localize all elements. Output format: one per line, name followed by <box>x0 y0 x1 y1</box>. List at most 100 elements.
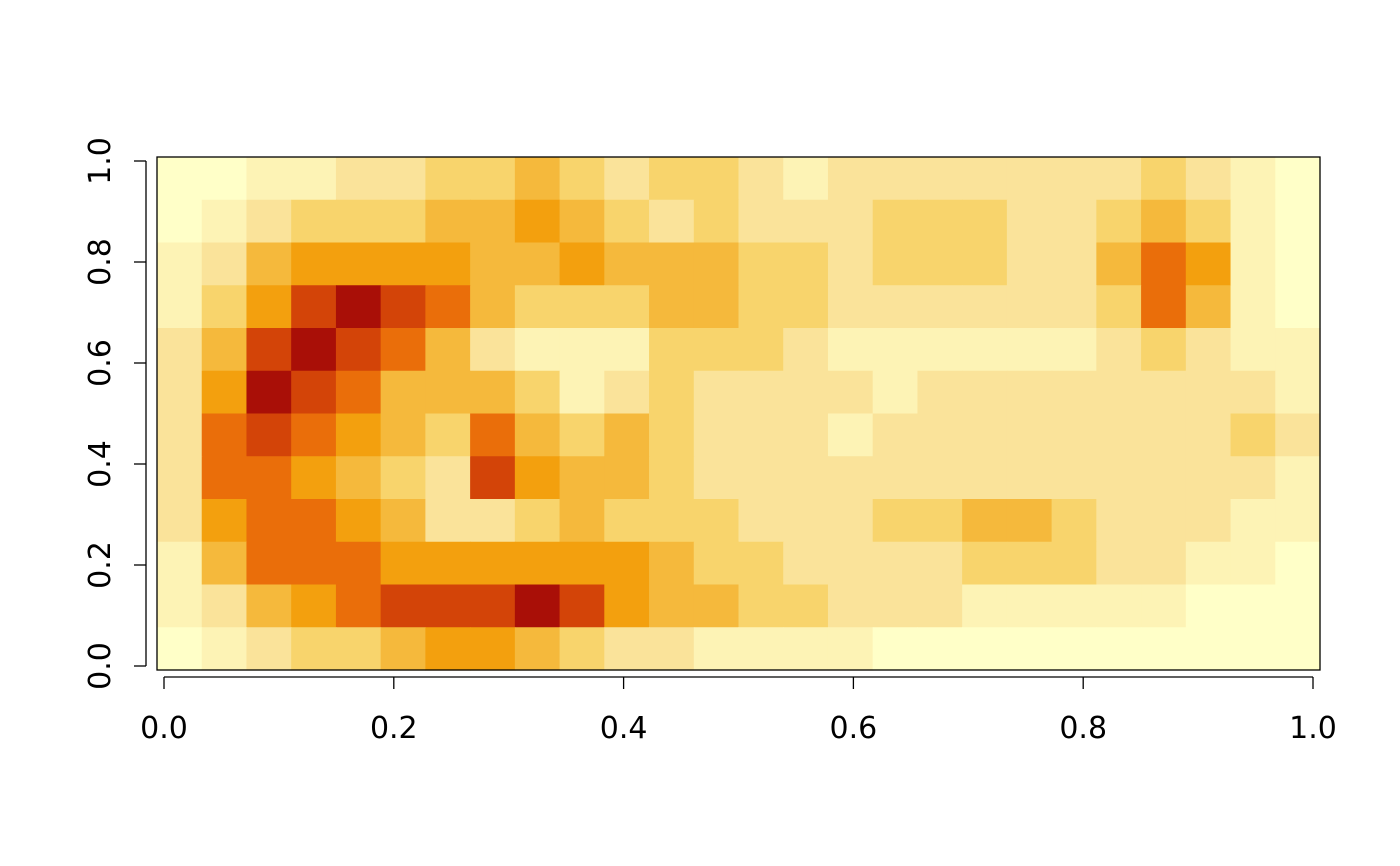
heatmap-cell <box>1141 370 1187 415</box>
heatmap-cell <box>559 541 605 586</box>
heatmap-cell <box>1006 370 1053 415</box>
heatmap-cell <box>1141 413 1187 457</box>
heatmap-cell <box>1096 370 1142 415</box>
heatmap-cell <box>917 199 963 244</box>
heatmap-cell <box>649 370 695 415</box>
heatmap-cell <box>1096 541 1142 586</box>
heatmap-cell <box>559 157 605 201</box>
heatmap-cell <box>380 242 426 286</box>
heatmap-cell <box>649 627 695 671</box>
heatmap-cell <box>380 456 426 500</box>
heatmap-cell <box>1051 584 1097 628</box>
heatmap-cell <box>783 199 829 244</box>
heatmap-cell <box>1006 328 1053 372</box>
heatmap-cell <box>783 328 829 372</box>
heatmap-cell <box>1230 242 1276 286</box>
plot-border <box>156 156 1321 671</box>
heatmap-cell <box>783 285 829 329</box>
heatmap-cell <box>1275 328 1321 372</box>
heatmap-cell <box>514 328 561 372</box>
heatmap-cell <box>827 285 874 329</box>
heatmap-cell <box>335 456 382 500</box>
heatmap-cell <box>380 627 426 671</box>
heatmap-cell <box>1051 413 1097 457</box>
heatmap-cell <box>514 242 561 286</box>
heatmap-cell <box>783 541 829 586</box>
heatmap-cell <box>738 541 784 586</box>
heatmap-cell <box>470 242 516 286</box>
heatmap-cell <box>1051 627 1097 671</box>
heatmap-cell <box>1141 499 1187 543</box>
heatmap-cell <box>649 242 695 286</box>
heatmap-cell <box>380 584 426 628</box>
heatmap-cell <box>1275 584 1321 628</box>
heatmap-cell <box>1096 199 1142 244</box>
heatmap-cell <box>335 328 382 372</box>
heatmap-cell <box>827 328 874 372</box>
heatmap-cell <box>917 541 963 586</box>
heatmap-cell <box>559 199 605 244</box>
heatmap-cell <box>693 157 740 201</box>
heatmap-cell <box>783 584 829 628</box>
heatmap-cell <box>1141 584 1187 628</box>
heatmap-cell <box>425 285 471 329</box>
heatmap-cell <box>917 627 963 671</box>
heatmap-cell <box>425 541 471 586</box>
heatmap-cell <box>470 499 516 543</box>
heatmap-cell <box>514 499 561 543</box>
heatmap-cell <box>157 499 203 543</box>
heatmap-cell <box>738 157 784 201</box>
x-tick-label: 0.4 <box>600 711 648 746</box>
heatmap-cell <box>201 499 248 543</box>
heatmap-cell <box>738 285 784 329</box>
heatmap-cell <box>1141 627 1187 671</box>
heatmap-cell <box>425 584 471 628</box>
heatmap-cell <box>1275 499 1321 543</box>
heatmap-cell <box>783 242 829 286</box>
heatmap-cell <box>1185 541 1232 586</box>
heatmap-cell <box>514 285 561 329</box>
heatmap-cell <box>1051 157 1097 201</box>
heatmap-cell <box>246 456 292 500</box>
heatmap-cell <box>962 370 1008 415</box>
heatmap-cell <box>246 627 292 671</box>
heatmap-cell <box>380 285 426 329</box>
heatmap-cell <box>201 242 248 286</box>
heatmap-cell <box>246 413 292 457</box>
heatmap-cell <box>380 499 426 543</box>
heatmap-cell <box>1230 499 1276 543</box>
heatmap-cell <box>425 370 471 415</box>
heatmap-cell <box>738 199 784 244</box>
y-axis: 0.0 0.2 0.4 0.6 0.8 1.0 <box>83 137 147 690</box>
heatmap-cell <box>783 456 829 500</box>
heatmap-cell <box>1141 285 1187 329</box>
heatmap-cell <box>470 584 516 628</box>
heatmap-cell <box>1275 370 1321 415</box>
heatmap-cell <box>738 499 784 543</box>
heatmap-cell <box>604 584 650 628</box>
heatmap-cell <box>827 242 874 286</box>
heatmap-cell <box>693 413 740 457</box>
heatmap-cell <box>962 456 1008 500</box>
heatmap-cell <box>917 242 963 286</box>
heatmap-cell <box>291 285 337 329</box>
heatmap-cell <box>291 370 337 415</box>
heatmap-cell <box>1141 157 1187 201</box>
x-axis: 0.0 0.2 0.4 0.6 0.8 1.0 <box>140 676 1337 746</box>
heatmap-cell <box>470 199 516 244</box>
heatmap-cell <box>917 285 963 329</box>
heatmap-cell <box>291 413 337 457</box>
heatmap-cell <box>1051 370 1097 415</box>
heatmap-cells <box>157 157 1321 671</box>
heatmap-cell <box>1006 157 1053 201</box>
heatmap-cell <box>1006 242 1053 286</box>
heatmap-cell <box>1006 285 1053 329</box>
heatmap-cell <box>470 328 516 372</box>
heatmap-cell <box>962 499 1008 543</box>
heatmap-cell <box>1275 627 1321 671</box>
heatmap-cell <box>1141 328 1187 372</box>
heatmap-cell <box>335 499 382 543</box>
heatmap-cell <box>872 584 919 628</box>
heatmap-cell <box>1230 541 1276 586</box>
heatmap-cell <box>872 627 919 671</box>
